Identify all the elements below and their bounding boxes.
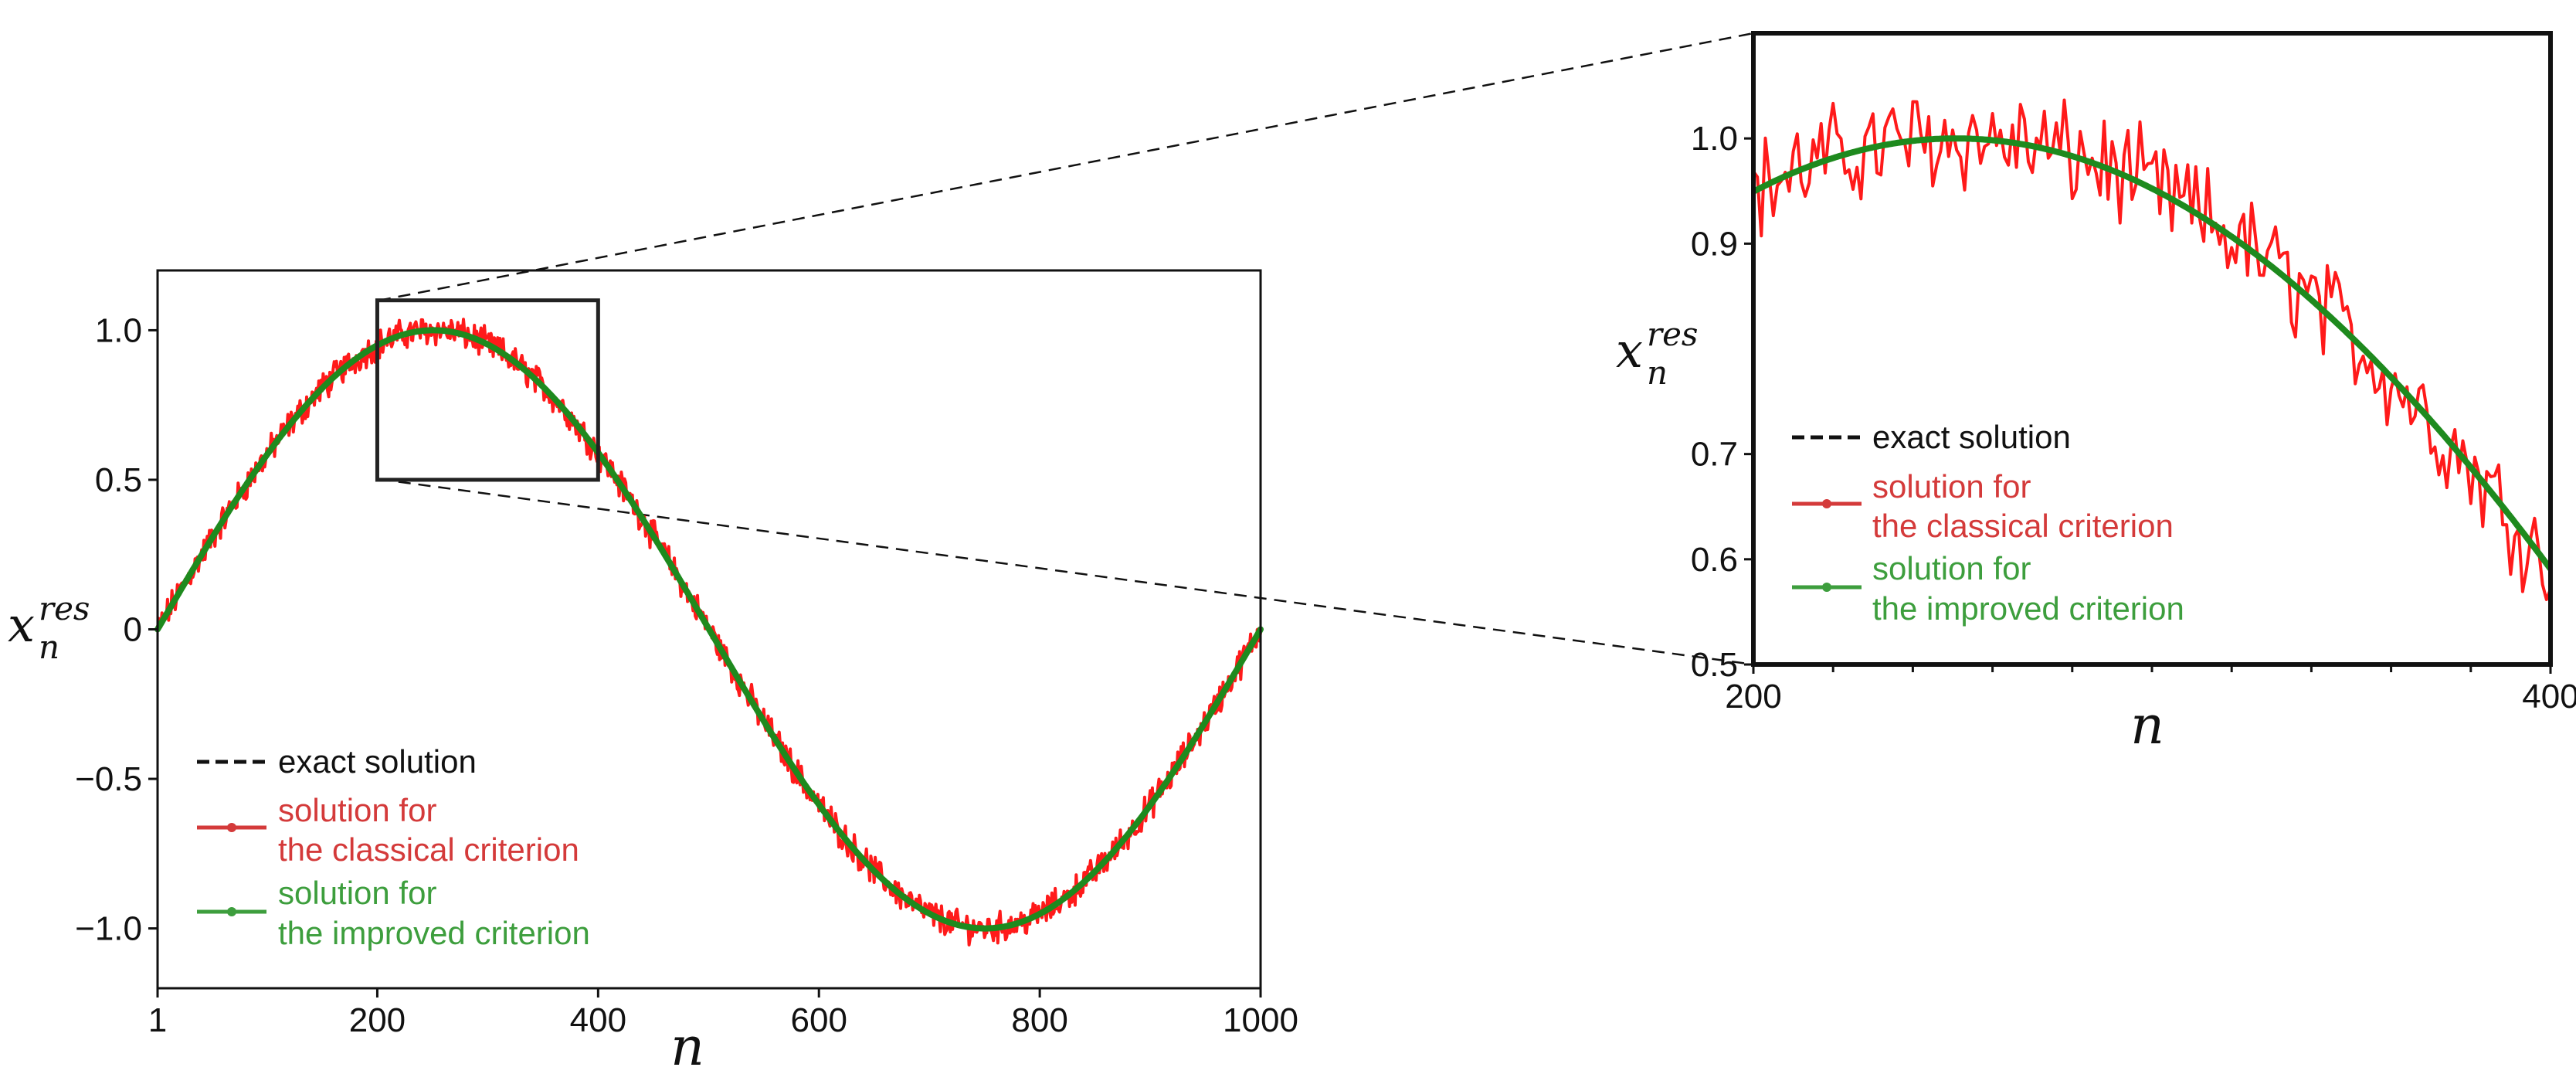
legend-classical-label-2: the classical criterion (278, 831, 579, 868)
main-legend: exact solution solution for the classica… (197, 743, 590, 951)
main-ytick-label: −0.5 (75, 760, 142, 798)
main-ylabel: x res n (8, 590, 90, 666)
inset-ytick-label: 0.5 (1691, 646, 1738, 684)
main-ylabel-sup: res (39, 590, 90, 627)
legend-improved-marker (227, 907, 236, 916)
legend-classical-marker (227, 823, 236, 832)
inset-xtick-label: 400 (2522, 678, 2576, 715)
inset-ytick-label: 1.0 (1691, 120, 1738, 158)
legend-improved-label-2: the improved criterion (278, 915, 590, 951)
inset-ytick-label: 0.6 (1691, 541, 1738, 579)
main-series-group (154, 318, 1264, 947)
inset-ytick-label: 0.9 (1691, 225, 1738, 263)
main-plot: 1 200 400 600 800 1000 1.0 0.5 0 −0.5 −1.0 n x res… (8, 269, 1298, 1074)
legend-classical-label-1: solution for (278, 792, 436, 828)
main-ytick-label: 0.5 (95, 461, 142, 499)
inset-improved-series (1753, 135, 2551, 573)
inset-xlabel: n (2130, 695, 2164, 756)
inset-ylabel-main: x (1616, 322, 1643, 379)
zoom-box (375, 298, 600, 482)
main-xtick-label: 200 (349, 1001, 406, 1039)
inset-xtick-label: 200 (1725, 678, 1781, 715)
inset-legend-classical-label-2: the classical criterion (1872, 508, 2174, 544)
main-improved-series (154, 327, 1264, 932)
main-xtick-label: 1000 (1223, 1001, 1298, 1039)
inset-ylabel-sup: res (1647, 315, 1699, 353)
zoom-connector-top (378, 32, 1754, 302)
inset-legend-classical-marker (1822, 499, 1831, 508)
inset-classical-series (1753, 98, 2551, 601)
inset-plot: 200 400 1.0 0.9 0.7 0.6 0.5 n x res n exact so… (1616, 31, 2576, 756)
inset-series-group (1753, 98, 2551, 601)
legend-exact-label: exact solution (278, 743, 477, 780)
inset-ticks: 200 400 1.0 0.9 0.7 0.6 0.5 (1691, 120, 2576, 715)
inset-legend-exact-label: exact solution (1872, 419, 2071, 455)
legend-improved-label-1: solution for (278, 875, 436, 911)
inset-legend-improved-marker (1822, 583, 1831, 592)
main-ylabel-main: x (8, 596, 35, 653)
main-xtick-label: 600 (791, 1001, 847, 1039)
main-ytick-label: 1.0 (95, 311, 142, 349)
inset-ylabel-sub: n (1647, 354, 1668, 392)
main-ylabel-sub: n (39, 628, 59, 666)
main-xlabel: n (670, 1017, 704, 1074)
main-ytick-label: 0 (124, 611, 142, 649)
main-xtick-label: 400 (570, 1001, 626, 1039)
inset-ytick-label: 0.7 (1691, 436, 1738, 474)
inset-legend-improved-label-2: the improved criterion (1872, 590, 2184, 627)
inset-legend-improved-label-1: solution for (1872, 550, 2031, 586)
zoom-connector-bottom (378, 478, 1754, 666)
inset-legend-classical-label-1: solution for (1872, 468, 2031, 505)
inset-legend: exact solution solution for the classica… (1792, 419, 2184, 627)
main-xtick-label: 1 (148, 1001, 167, 1039)
inset-ylabel: x res n (1616, 315, 1699, 392)
main-ticks: 1 200 400 600 800 1000 1.0 0.5 0 −0.5 −1.0 (75, 311, 1298, 1039)
main-xtick-label: 800 (1011, 1001, 1067, 1039)
main-ytick-label: −1.0 (75, 910, 142, 948)
